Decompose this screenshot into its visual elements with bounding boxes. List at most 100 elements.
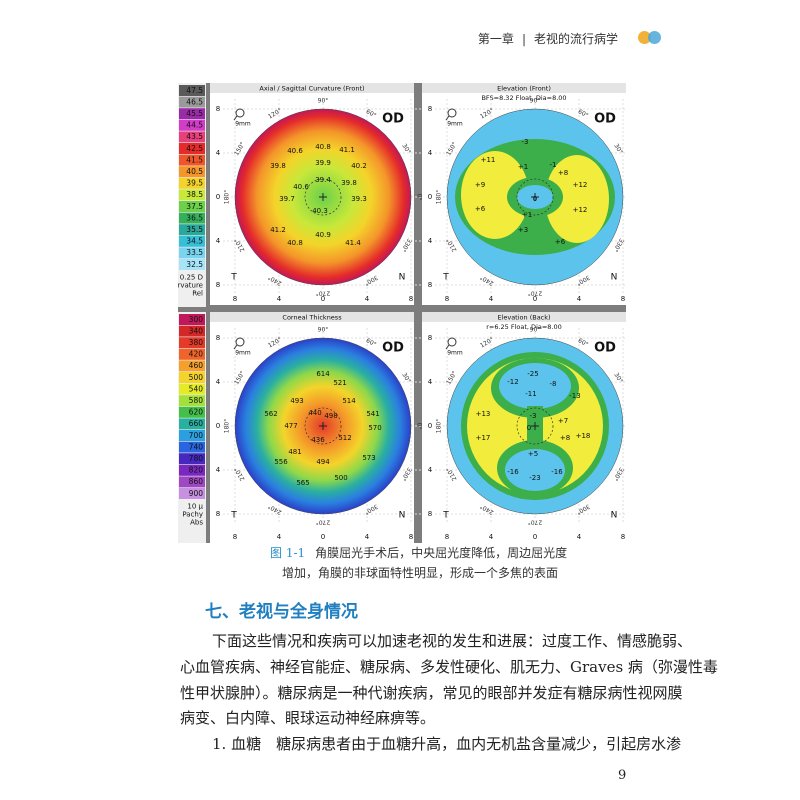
map-value: 41.4: [345, 239, 361, 247]
axis-tick-label: 0: [533, 533, 537, 541]
zoom-icon: [235, 337, 245, 347]
angle-label: 30°: [400, 143, 411, 156]
axis-tick-label: 8: [445, 295, 449, 303]
axis-tick-label: 8: [233, 295, 237, 303]
running-header: 第一章 | 老视的流行病学: [474, 30, 622, 47]
zoom-icon: [447, 337, 457, 347]
body-line: 心血管疾病、神经官能症、糖尿病、多发性硬化、肌无力、Graves 病（弥漫性毒: [180, 658, 718, 676]
legend-swatch: [179, 430, 205, 441]
axis-tick-label: 8: [621, 295, 625, 303]
map-value: 565: [296, 479, 309, 487]
panel-subtitle: BFS=8.32 Float, Dia=8.00: [481, 94, 566, 102]
map-value: 39.8: [341, 179, 357, 187]
legend-label: 44.5: [186, 121, 203, 130]
axis-tick-label: 4: [365, 295, 370, 303]
angle-label: 180°: [436, 190, 443, 204]
angle-label: 270°: [528, 290, 542, 297]
axis-tick-label: 0: [216, 193, 220, 201]
legend-swatch: [179, 464, 205, 476]
panel-subtitle: r=6.25 Float, Dia=8.00: [486, 323, 562, 331]
legend-swatch: [179, 337, 205, 349]
zoom-icon: [235, 108, 245, 118]
angle-label: 30°: [612, 143, 623, 156]
caption-line: 图 1-1 角膜屈光手术后，中央屈光度降低，周边屈光度: [270, 544, 567, 561]
axis-tick-label: 8: [428, 510, 432, 518]
map-value: +8: [558, 169, 568, 177]
axis-tick-label: 8: [428, 105, 432, 113]
map-value: 40.9: [315, 231, 331, 239]
axis-tick-label: 4: [428, 378, 433, 386]
map-value: 481: [288, 448, 301, 456]
legend-swatch: [179, 154, 205, 166]
legend-label: 780: [189, 454, 204, 463]
separator: |: [521, 32, 526, 46]
legend-label: 36.5: [186, 213, 203, 222]
eye-label: OD: [594, 341, 616, 356]
nasal-label: N: [399, 511, 406, 521]
axis-tick-label: 0: [533, 295, 537, 303]
legend-swatch: [179, 372, 205, 383]
map-value: -3: [530, 412, 537, 420]
legend-swatch: [179, 96, 205, 108]
map-value: 39.8: [270, 162, 286, 170]
pupil-outline: [304, 407, 342, 445]
legend-footer: Pachy: [182, 511, 203, 519]
angle-label: 90°: [530, 98, 541, 105]
legend-swatch: [179, 406, 205, 418]
map-value: 498: [324, 412, 337, 420]
map-value: -25: [527, 370, 538, 378]
map-value: 556: [274, 458, 288, 466]
axis-tick-label: 0: [216, 422, 220, 430]
map-value: +3: [518, 226, 528, 234]
legend-swatch: [179, 259, 205, 270]
legend-swatch: [179, 143, 205, 154]
zoom-icon: [233, 115, 238, 121]
body-line: 性甲状腺肿）。糖尿病是一种代谢疾病，常见的眼部并发症有糖尿病性视网膜: [180, 684, 683, 702]
legend-swatch: [179, 418, 205, 430]
legend-label: 37.5: [186, 202, 203, 211]
map-value: 493: [290, 397, 303, 405]
decor-dot: [648, 31, 661, 44]
caption-text: 角膜屈光手术后，中央屈光度降低，周边屈光度: [315, 546, 568, 560]
legend-label: 900: [189, 489, 204, 498]
map-value: 40.3: [312, 207, 328, 215]
legend-swatch: [179, 383, 205, 395]
map-value: +1: [522, 211, 532, 219]
panel-title: Elevation (Front): [497, 85, 551, 93]
axis-tick-label: 8: [445, 533, 449, 541]
map-zone: [505, 449, 565, 491]
panel-titlebar: [422, 312, 626, 322]
temporal-label: T: [230, 511, 237, 521]
angle-label: 60°: [365, 337, 378, 348]
zoom-icon: [447, 108, 457, 118]
decor-dot: [638, 31, 651, 44]
angle-label: 270°: [528, 519, 542, 526]
axis-tick-label: 8: [621, 533, 625, 541]
caption-label: 图 1-1: [270, 546, 306, 560]
angle-label: 270°: [316, 519, 330, 526]
axis-tick-label: 4: [577, 295, 582, 303]
map-value: 514: [342, 397, 356, 405]
section-heading: 七、老视与全身情况: [205, 602, 358, 622]
pupil-outline: [516, 407, 554, 445]
map-value: 494: [316, 458, 330, 466]
map-value: 40.2: [351, 162, 367, 170]
legend-label: 35.5: [186, 225, 203, 234]
nasal-label: N: [399, 273, 406, 283]
map-value: +6: [475, 205, 486, 213]
legend-label: 820: [189, 466, 204, 475]
map-value: 573: [362, 454, 375, 462]
eye-label: OD: [382, 341, 404, 356]
pupil-outline: [516, 178, 554, 216]
eye-label: OD: [594, 112, 616, 127]
axis-tick-label: 4: [489, 533, 494, 541]
axis-tick-label: 4: [428, 466, 433, 474]
angle-label: 60°: [577, 337, 590, 348]
panel-title: Elevation (Back): [497, 314, 550, 322]
angle-label: 0°: [416, 423, 423, 430]
legend-footer: Curvature: [178, 282, 203, 290]
axis-tick-label: 8: [216, 281, 220, 289]
axis-tick-label: 4: [428, 149, 433, 157]
axis-tick-label: 8: [428, 281, 432, 289]
legend-label: 300: [189, 315, 204, 324]
